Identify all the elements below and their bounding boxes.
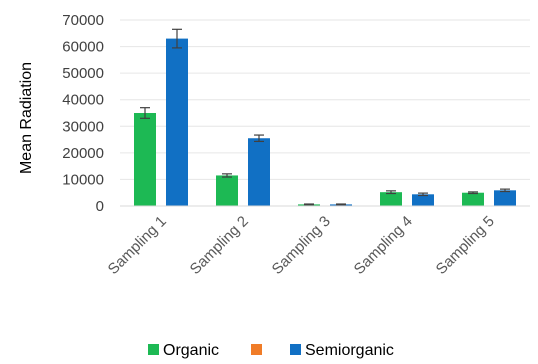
y-tick-label: 20000 — [62, 145, 104, 162]
y-axis-label: Mean Radiation — [18, 62, 35, 174]
legend-swatch — [290, 344, 301, 355]
y-tick-label: 30000 — [62, 118, 104, 135]
bar — [462, 192, 484, 206]
y-axis-ticks: 0 10000 20000 30000 40000 50000 60000 70000 — [62, 12, 104, 215]
bar — [248, 138, 270, 206]
bar — [380, 192, 402, 206]
legend-label: Organic — [163, 342, 219, 359]
y-tick-label: 0 — [96, 198, 104, 215]
y-tick-label: 60000 — [62, 39, 104, 56]
bar — [494, 190, 516, 206]
x-category-label: Sampling 4 — [351, 213, 416, 278]
legend-swatch — [148, 344, 159, 355]
x-category-label: Sampling 3 — [269, 213, 334, 278]
y-tick-label: 40000 — [62, 92, 104, 109]
x-axis-categories: Sampling 1 Sampling 2 Sampling 3 Sampling 4… — [105, 213, 498, 278]
bar — [216, 175, 238, 206]
y-tick-label: 70000 — [62, 12, 104, 29]
bars — [134, 38, 516, 206]
x-category-label: Sampling 5 — [433, 213, 498, 278]
legend: Organic Semiorganic — [148, 342, 394, 359]
y-tick-label: 50000 — [62, 65, 104, 82]
bar — [412, 194, 434, 206]
error-bars — [140, 28, 510, 206]
bar — [166, 38, 188, 206]
legend-label: Semiorganic — [305, 342, 394, 359]
x-category-label: Sampling 1 — [105, 213, 170, 278]
y-tick-label: 10000 — [62, 171, 104, 188]
legend-swatch — [251, 344, 262, 355]
x-category-label: Sampling 2 — [187, 213, 252, 278]
gridlines — [120, 19, 530, 180]
bar — [134, 113, 156, 206]
